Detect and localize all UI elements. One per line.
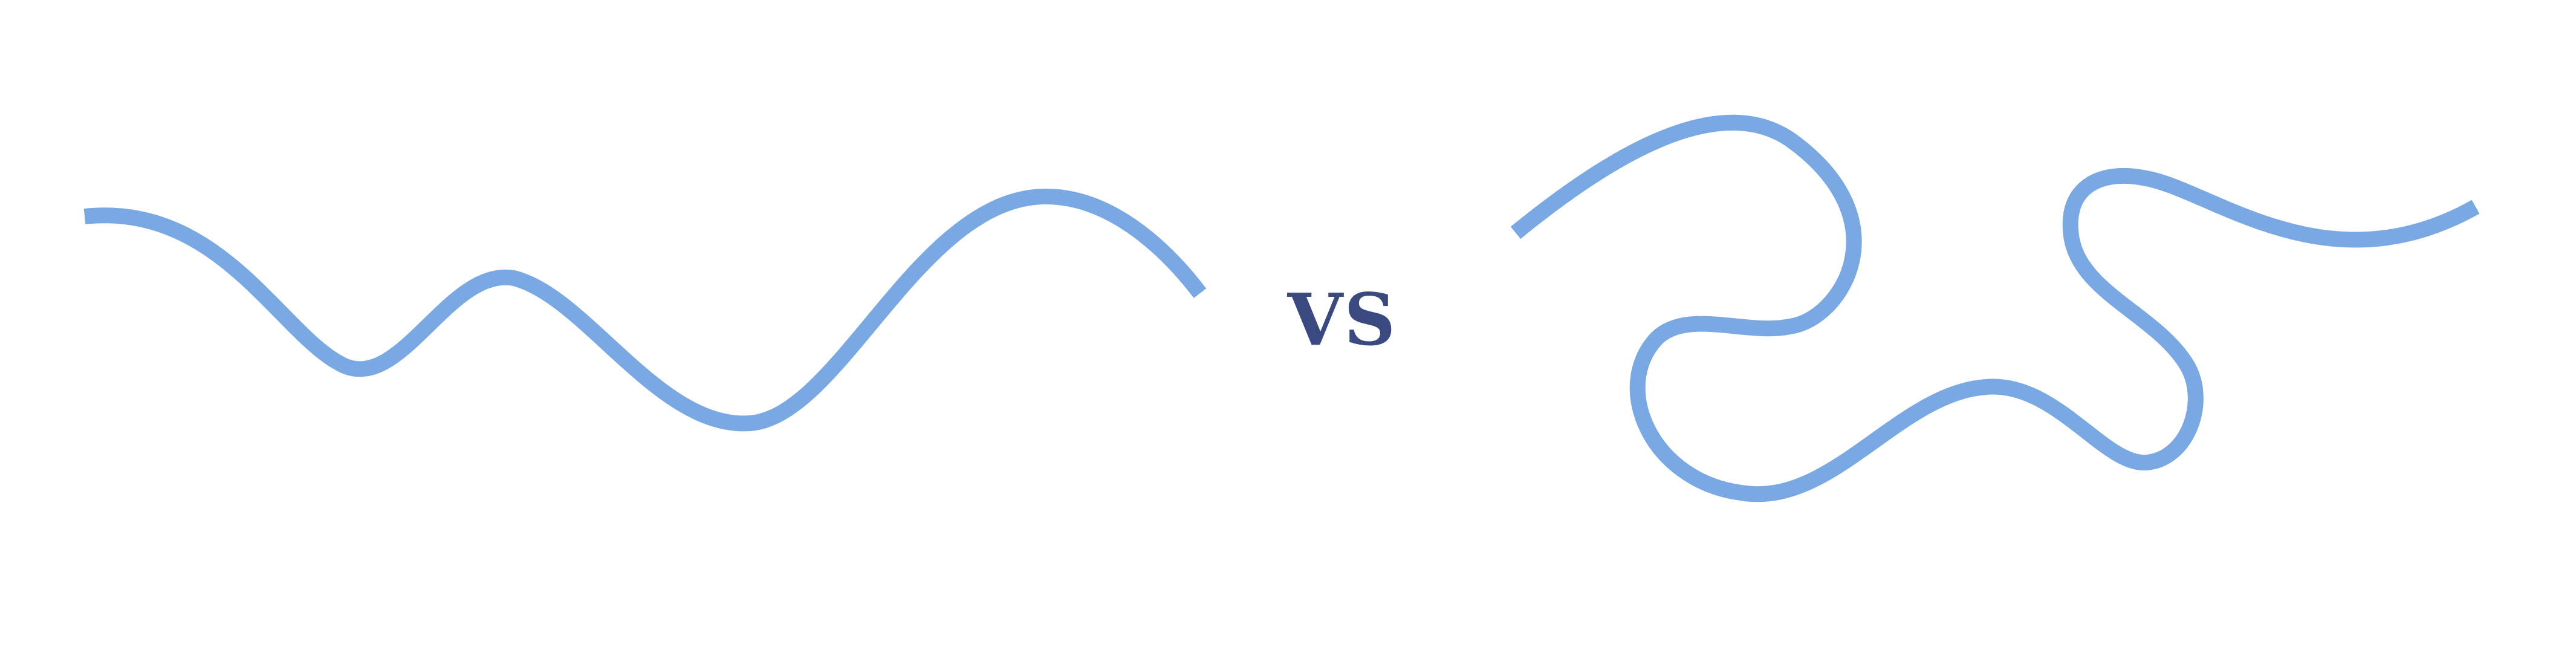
winding-looped-line: [1510, 114, 2480, 502]
gentle-wavy-line: [83, 189, 1207, 432]
vs-label: VS: [1287, 278, 1397, 362]
